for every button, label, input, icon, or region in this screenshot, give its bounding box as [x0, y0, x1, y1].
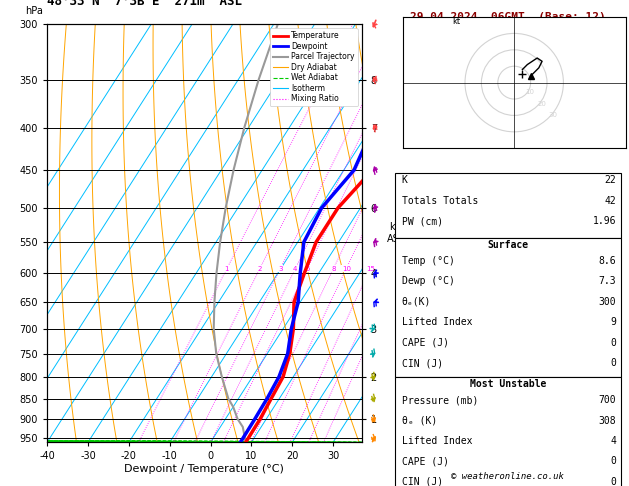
Text: CAPE (J): CAPE (J) [402, 456, 448, 467]
Text: 4: 4 [293, 265, 298, 272]
Text: 8.6: 8.6 [599, 256, 616, 266]
Bar [395, 173, 621, 238]
Text: 4: 4 [611, 436, 616, 446]
Text: 300: 300 [599, 297, 616, 307]
Text: Lifted Index: Lifted Index [402, 436, 472, 446]
Text: 1: 1 [225, 265, 229, 272]
Text: 3: 3 [278, 265, 282, 272]
Text: Surface: Surface [487, 240, 528, 250]
Text: Temp (°C): Temp (°C) [402, 256, 455, 266]
Text: 10: 10 [526, 89, 535, 95]
Text: kt: kt [452, 17, 460, 26]
Text: CIN (J): CIN (J) [402, 358, 443, 368]
Text: 15: 15 [366, 265, 375, 272]
Text: 7.3: 7.3 [599, 277, 616, 286]
Text: 10: 10 [342, 265, 351, 272]
Text: © weatheronline.co.uk: © weatheronline.co.uk [452, 472, 564, 481]
Text: 8: 8 [331, 265, 336, 272]
Text: 5: 5 [305, 265, 309, 272]
Text: 9: 9 [611, 317, 616, 327]
X-axis label: Dewpoint / Temperature (°C): Dewpoint / Temperature (°C) [125, 464, 284, 474]
Text: CAPE (J): CAPE (J) [402, 338, 448, 347]
Text: 22: 22 [604, 175, 616, 186]
Text: 20: 20 [537, 101, 546, 106]
Text: Totals Totals: Totals Totals [402, 196, 478, 206]
Bar [395, 377, 621, 486]
Text: 0: 0 [611, 358, 616, 368]
Text: 48°33'N  7°3B'E  271m  ASL: 48°33'N 7°3B'E 271m ASL [47, 0, 242, 8]
Text: 42: 42 [604, 196, 616, 206]
Legend: Temperature, Dewpoint, Parcel Trajectory, Dry Adiabat, Wet Adiabat, Isotherm, Mi: Temperature, Dewpoint, Parcel Trajectory… [270, 28, 358, 106]
Bar [395, 238, 621, 377]
Text: 30: 30 [548, 112, 558, 118]
Text: Pressure (mb): Pressure (mb) [402, 395, 478, 405]
Text: Lifted Index: Lifted Index [402, 317, 472, 327]
Text: 700: 700 [599, 395, 616, 405]
Text: θₑ(K): θₑ(K) [402, 297, 431, 307]
Text: PW (cm): PW (cm) [402, 216, 443, 226]
Text: 2: 2 [258, 265, 262, 272]
Text: Dewp (°C): Dewp (°C) [402, 277, 455, 286]
Text: 1.96: 1.96 [593, 216, 616, 226]
Y-axis label: km
ASL: km ASL [387, 223, 406, 244]
Text: 0: 0 [611, 456, 616, 467]
Text: 0: 0 [611, 338, 616, 347]
Text: hPa: hPa [25, 6, 43, 16]
Text: 29.04.2024  06GMT  (Base: 12): 29.04.2024 06GMT (Base: 12) [410, 12, 606, 22]
Text: K: K [402, 175, 408, 186]
Text: CIN (J): CIN (J) [402, 477, 443, 486]
Text: 308: 308 [599, 416, 616, 426]
Text: Most Unstable: Most Unstable [470, 379, 546, 389]
Text: θₑ (K): θₑ (K) [402, 416, 437, 426]
Text: 0: 0 [611, 477, 616, 486]
